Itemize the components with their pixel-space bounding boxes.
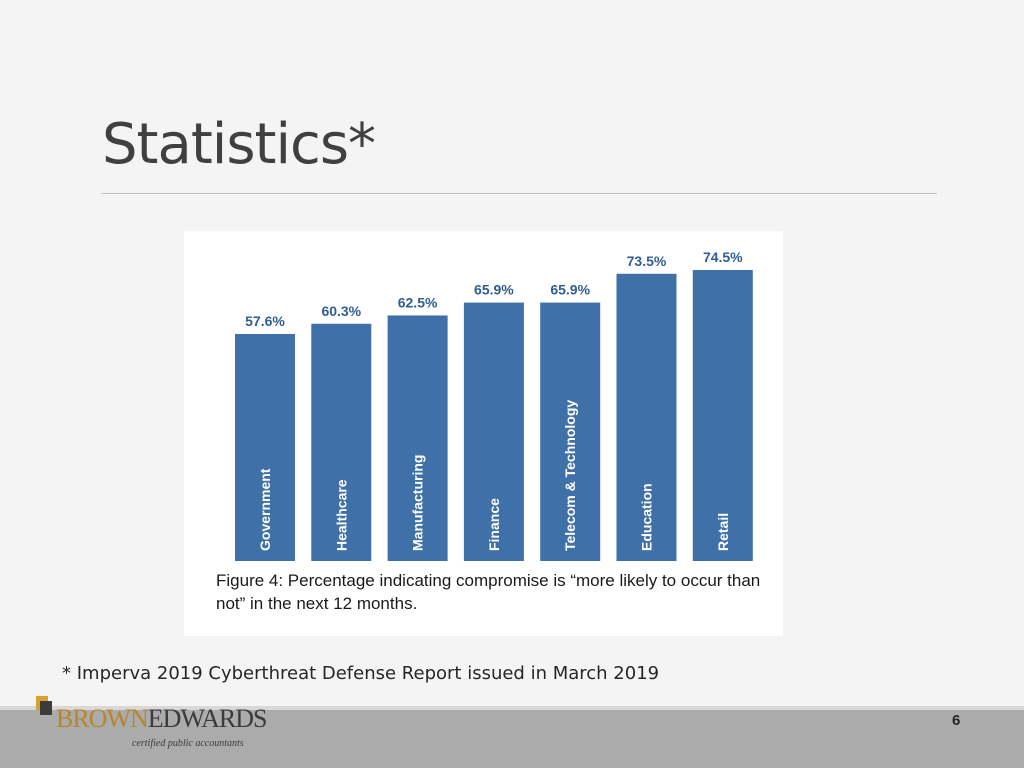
logo-word-brown: BROWN xyxy=(56,704,149,733)
bar-manufacturing xyxy=(387,315,448,561)
chart-caption: Figure 4: Percentage indicating compromi… xyxy=(216,571,761,613)
bar-education xyxy=(616,273,677,561)
logo-mark-icon xyxy=(36,696,52,715)
page-number: 6 xyxy=(952,712,961,729)
slide-title: Statistics* xyxy=(102,112,376,177)
chart-figure: 57.6% Government 60.3% Healthcare 62.5% Manuf… xyxy=(184,231,783,636)
value-label-government: 57.6% xyxy=(245,313,285,329)
category-label-telecom-and-technology: Telecom & Technology xyxy=(562,400,578,551)
brown-edwards-logo: BROWNEDWARDS certified public accountant… xyxy=(36,696,267,756)
logo-wordmark: BROWNEDWARDS xyxy=(56,704,268,734)
value-label-telecom-and-technology: 65.9% xyxy=(550,282,590,298)
logo-tagline: certified public accountants xyxy=(132,738,244,749)
value-label-manufacturing: 62.5% xyxy=(398,294,438,310)
title-divider xyxy=(101,193,937,194)
logo-word-edwards: EDWARDS xyxy=(147,704,268,733)
source-footnote: * Imperva 2019 Cyberthreat Defense Repor… xyxy=(62,663,660,684)
category-label-education: Education xyxy=(639,483,655,551)
category-label-manufacturing: Manufacturing xyxy=(410,455,426,551)
value-label-retail: 74.5% xyxy=(703,249,743,265)
footer-band xyxy=(0,710,1024,768)
category-label-retail: Retail xyxy=(715,513,731,551)
bar-telecom-and-technology xyxy=(540,302,601,561)
bar-healthcare xyxy=(311,323,372,561)
bar-government xyxy=(235,334,295,561)
bar-finance xyxy=(463,302,524,561)
category-label-healthcare: Healthcare xyxy=(333,479,349,551)
value-label-finance: 65.9% xyxy=(474,282,514,298)
value-label-healthcare: 60.3% xyxy=(321,303,361,319)
category-label-government: Government xyxy=(257,468,273,551)
value-label-education: 73.5% xyxy=(627,253,667,269)
bar-chart: 57.6% Government 60.3% Healthcare 62.5% Manuf… xyxy=(235,249,753,561)
bar-retail xyxy=(692,270,753,561)
category-label-finance: Finance xyxy=(486,498,502,551)
